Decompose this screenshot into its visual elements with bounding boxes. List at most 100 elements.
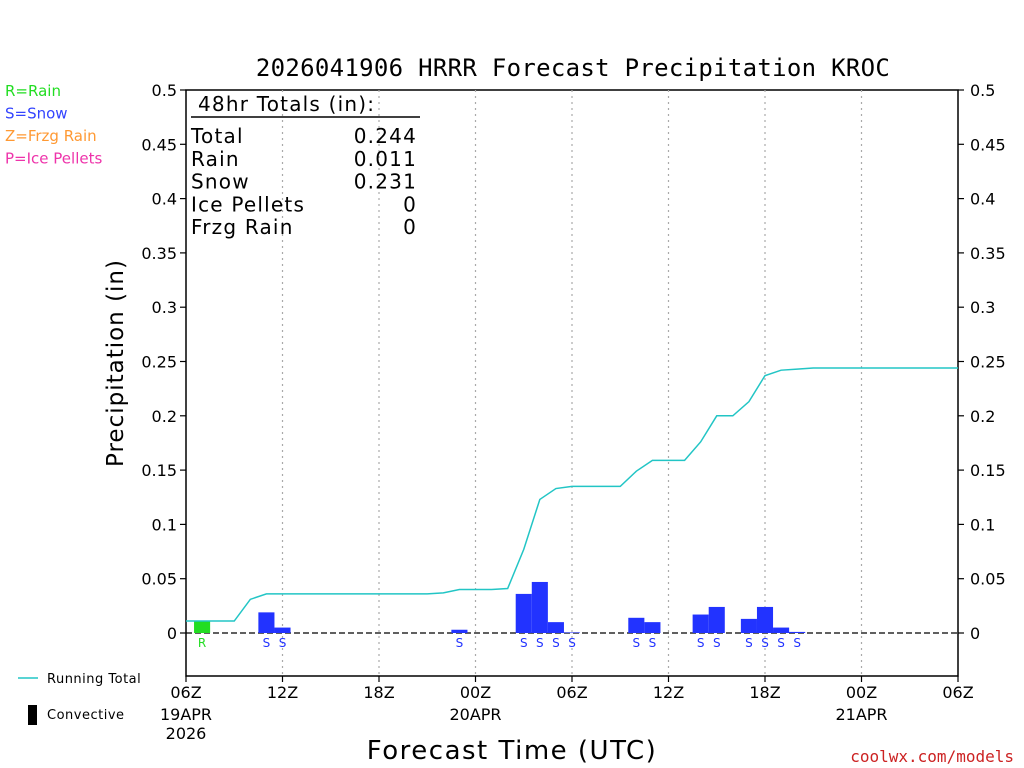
x-tick-date: 19APR — [160, 705, 212, 724]
bar-type-label: S — [520, 636, 528, 650]
totals-row-value: 0.231 — [354, 170, 417, 194]
x-tick-label: 06Z — [170, 683, 201, 702]
totals-row-value: 0 — [403, 192, 417, 216]
legend-item-series: Running Total — [47, 672, 141, 687]
chart-title: 2026041906 HRRR Forecast Precipitation K… — [256, 54, 890, 82]
precip-type-legend: R=Rain S=Snow Z=Frzg Rain P=Ice Pellets — [5, 82, 102, 168]
y-tick-label: 0.45 — [970, 135, 1006, 154]
totals-row-value: 0.011 — [354, 147, 417, 171]
y-tick-label: 0.4 — [970, 190, 995, 209]
bar — [644, 622, 661, 633]
y-tick-label: 0 — [167, 624, 177, 643]
y-tick-label: 0.2 — [970, 407, 995, 426]
bar-type-label: S — [552, 636, 560, 650]
x-tick-label: 00Z — [460, 683, 491, 702]
legend-item-series: Convective — [47, 708, 125, 723]
bar — [628, 617, 645, 633]
bar — [756, 606, 774, 633]
running-total-series — [186, 367, 958, 622]
bar — [773, 627, 790, 633]
totals-row-label: Frzg Rain — [191, 215, 294, 239]
y-tick-label: 0.1 — [970, 515, 995, 534]
x-tick-date: 20APR — [449, 705, 501, 724]
y-tick-label: 0.3 — [970, 298, 995, 317]
totals-row-label: Snow — [191, 170, 250, 194]
y-axis-label: Precipitation (in) — [103, 259, 129, 467]
bar — [258, 612, 275, 633]
legend-item-type: S=Snow — [5, 105, 68, 123]
bar — [708, 606, 725, 633]
totals-row-label: Total — [190, 124, 244, 148]
x-tick-label: 12Z — [653, 683, 684, 702]
x-tick-label: 06Z — [556, 683, 587, 702]
x-tick-label: 00Z — [846, 683, 877, 702]
y-tick-label: 0.4 — [152, 190, 177, 209]
y-tick-label: 0.45 — [141, 135, 177, 154]
series-legend: Running Total Convective — [18, 672, 141, 725]
bar — [692, 614, 709, 633]
running-total-line — [186, 367, 958, 622]
totals-box: 48hr Totals (in): Total 0.244 Rain 0.011 Snow… — [190, 92, 420, 239]
y-tick-label: 0.5 — [970, 81, 995, 100]
bar — [194, 621, 211, 633]
y-tick-label: 0.15 — [141, 461, 177, 480]
x-tick-date: 21APR — [835, 705, 887, 724]
bar-type-label: S — [745, 636, 753, 650]
legend-item-type: R=Rain — [5, 82, 61, 100]
credit-text: coolwx.com/models — [850, 747, 1014, 766]
grid-lines — [281, 90, 863, 676]
bar — [547, 622, 564, 633]
y-tick-label: 0.35 — [970, 244, 1006, 263]
legend-bar-swatch — [28, 705, 37, 725]
totals-header: 48hr Totals (in): — [198, 92, 375, 116]
y-tick-label: 0.5 — [152, 81, 177, 100]
legend-item-type: Z=Frzg Rain — [5, 127, 97, 145]
legend-item-type: P=Ice Pellets — [5, 150, 102, 168]
y-tick-label: 0.05 — [970, 570, 1006, 589]
y-tick-label: 0.15 — [970, 461, 1006, 480]
totals-row-label: Rain — [191, 147, 240, 171]
x-tick-year: 2026 — [166, 724, 207, 743]
bar-type-label: S — [761, 636, 769, 650]
x-axis-label: Forecast Time (UTC) — [367, 736, 658, 766]
bar-type-label: S — [713, 636, 721, 650]
bar — [451, 629, 468, 633]
bar-type-label: S — [536, 636, 544, 650]
bar-type-label: S — [697, 636, 705, 650]
y-tick-label: 0.1 — [152, 515, 177, 534]
bar-type-label: S — [456, 636, 464, 650]
bar — [563, 632, 581, 634]
bar — [740, 618, 757, 633]
y-tick-label: 0.25 — [141, 353, 177, 372]
y-tick-label: 0.3 — [152, 298, 177, 317]
x-tick-label: 12Z — [267, 683, 298, 702]
totals-row-label: Ice Pellets — [191, 192, 305, 216]
y-tick-label: 0.05 — [141, 570, 177, 589]
y-tick-label: 0.2 — [152, 407, 177, 426]
y-axis-left: 0 0.05 0.1 0.15 0.2 0.25 0.3 0.35 0.4 0.45 0.5 — [141, 81, 186, 643]
bar-type-label: S — [777, 636, 785, 650]
bar — [531, 581, 548, 633]
x-tick-label: 18Z — [363, 683, 394, 702]
y-tick-label: 0 — [970, 624, 980, 643]
bar-type-label: S — [263, 636, 271, 650]
bar — [789, 631, 806, 633]
bar-type-label: R — [198, 636, 206, 650]
x-tick-label: 18Z — [749, 683, 780, 702]
bar-type-label: S — [568, 636, 576, 650]
y-axis-right: 0 0.05 0.1 0.15 0.2 0.25 0.3 0.35 0.4 0.45 0.5 — [958, 81, 1006, 643]
y-tick-label: 0.25 — [970, 353, 1006, 372]
bar-type-label: S — [279, 636, 287, 650]
bar-series — [194, 581, 806, 634]
x-tick-label: 06Z — [942, 683, 973, 702]
bar — [515, 593, 532, 633]
y-tick-label: 0.35 — [141, 244, 177, 263]
totals-row-value: 0 — [403, 215, 417, 239]
bar-type-label: S — [793, 636, 801, 650]
bar-type-label: S — [649, 636, 657, 650]
totals-row-value: 0.244 — [354, 124, 417, 148]
bar — [274, 627, 291, 633]
